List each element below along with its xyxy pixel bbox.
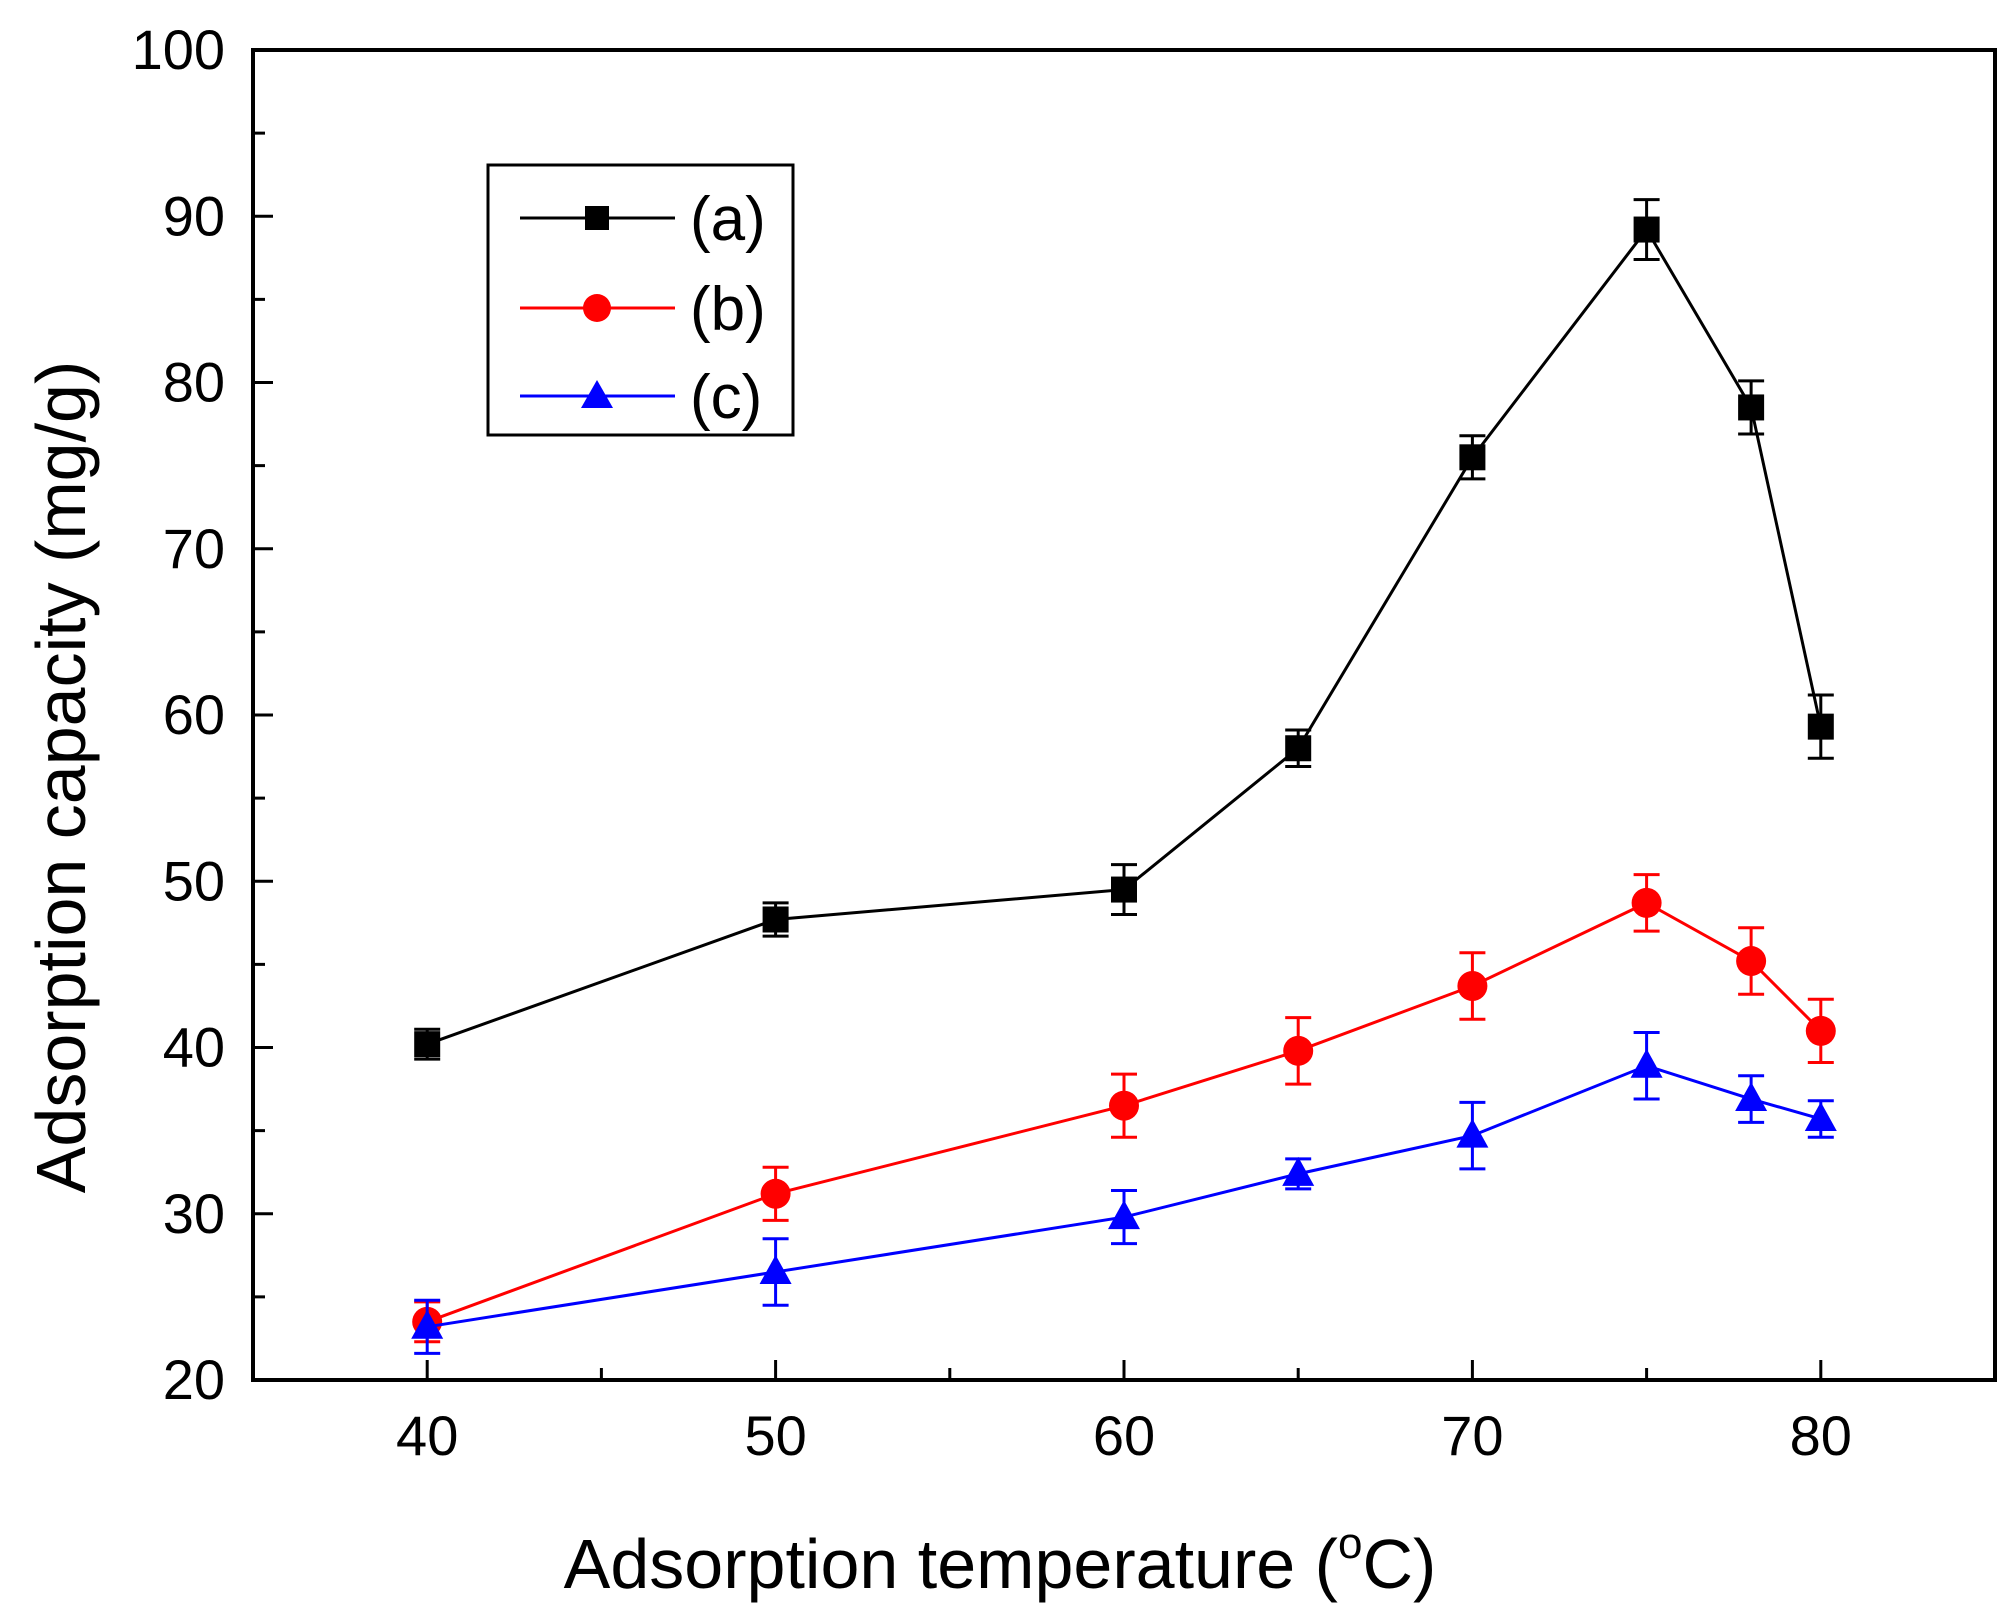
data-point [1109, 1090, 1139, 1121]
data-point [1630, 1048, 1663, 1078]
y-tick-label: 100 [132, 18, 225, 81]
y-axis-label: Adsorption capacity (mg/g) [22, 361, 100, 1194]
x-tick-label: 40 [396, 1404, 458, 1467]
x-tick-label: 70 [1441, 1404, 1503, 1467]
data-point [1736, 946, 1767, 977]
series-3 [411, 1031, 1837, 1355]
axes-layer: 40 50 60 70 80 20 30 40 50 60 70 80 90 100 [132, 18, 1997, 1467]
data-point [762, 906, 789, 933]
legend-entry-b: (b) [520, 275, 766, 344]
series-line [426, 901, 1822, 1324]
x-tick-label: 80 [1790, 1404, 1852, 1467]
y-tick-label: 80 [163, 351, 225, 414]
x-axis-label-superscript: o [1338, 1519, 1362, 1568]
series-2 [412, 873, 1836, 1344]
legend-entry-a: (a) [520, 185, 766, 254]
data-point [1283, 1035, 1314, 1066]
data-point [1456, 1118, 1489, 1148]
data-point [1807, 713, 1834, 740]
x-tick-label: 60 [1093, 1404, 1155, 1467]
y-tick-label: 40 [163, 1016, 225, 1079]
data-point [1735, 1082, 1768, 1112]
y-tick-label: 30 [163, 1182, 225, 1245]
data-point [1805, 1015, 1836, 1046]
x-axis-label-main: Adsorption temperature ( [564, 1525, 1338, 1603]
y-tick-label: 50 [163, 849, 225, 912]
legend: (a) (b) (c) [486, 163, 795, 437]
data-point [759, 1254, 792, 1284]
data-point [760, 1178, 791, 1209]
x-tick-label: 50 [744, 1404, 806, 1467]
data-point [1457, 970, 1488, 1001]
series-line [426, 226, 1823, 1046]
legend-label-a: (a) [690, 185, 766, 254]
x-axis-label: Adsorption temperature (oC) [564, 1519, 1437, 1603]
data-point [1633, 216, 1660, 243]
legend-marker-b [583, 294, 611, 322]
data-point [1631, 887, 1662, 918]
y-tick-label: 90 [163, 184, 225, 247]
legend-entry-c: (c) [520, 363, 762, 432]
legend-label-c: (c) [690, 363, 762, 432]
series-1 [414, 198, 1834, 1061]
legend-marker-a [585, 206, 609, 230]
data-point [1111, 876, 1137, 903]
legend-label-b: (b) [690, 275, 766, 344]
plot-layer [411, 198, 1837, 1355]
data-point [1459, 444, 1486, 471]
y-tick-label: 20 [163, 1348, 225, 1411]
data-point [1282, 1156, 1315, 1186]
legend-box [486, 163, 795, 437]
series-line [426, 1064, 1822, 1329]
data-point [1804, 1101, 1837, 1131]
x-axis-label-suffix: C) [1362, 1525, 1436, 1603]
y-tick-label: 70 [163, 517, 225, 580]
data-point [1108, 1200, 1140, 1230]
data-point [1285, 735, 1312, 762]
data-point [411, 1309, 444, 1339]
legend-marker-c [581, 380, 613, 408]
y-tick-label: 60 [163, 683, 225, 746]
data-point [414, 1031, 441, 1058]
data-point [1738, 394, 1765, 421]
